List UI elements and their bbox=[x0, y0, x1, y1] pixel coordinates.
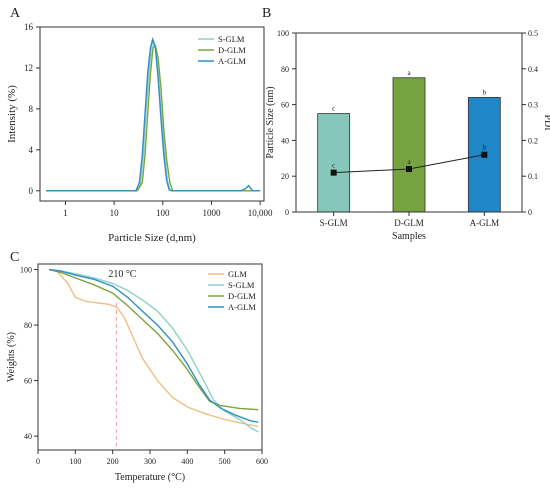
panel-b-pdi-letter: c bbox=[332, 162, 335, 170]
panel-c-series-line bbox=[49, 268, 259, 433]
panel-a-legend-label: A-GLM bbox=[218, 56, 246, 66]
panel-c-xtick-label: 600 bbox=[256, 457, 268, 466]
panel-c-xtick-label: 100 bbox=[69, 457, 81, 466]
panel-b-pdi-letter: b bbox=[483, 144, 487, 152]
panel-a-ytick-label: 4 bbox=[29, 145, 34, 155]
panel-a-xlabel: Particle Size (d,nm) bbox=[108, 232, 196, 244]
panel-c: C 0 100 200 300 400 500 600 40 60 80 100 Temperature… bbox=[6, 250, 268, 483]
panel-a-frame bbox=[39, 26, 265, 202]
panel-c-ytick-label: 40 bbox=[24, 432, 32, 441]
panel-c-series-line bbox=[49, 268, 259, 428]
panel-b-xlabel: Samples bbox=[392, 231, 426, 242]
panel-b-pdi-marker bbox=[406, 166, 412, 173]
panel-b-xtick-label: S-GLM bbox=[320, 218, 348, 228]
panel-a-ytick-label: 12 bbox=[24, 63, 33, 73]
panel-b-bar-letter: a bbox=[407, 69, 411, 77]
panel-b-bar bbox=[317, 113, 351, 213]
panel-b-ytick-label: 20 bbox=[281, 172, 289, 181]
panel-b-xtick-label: A-GLM bbox=[470, 218, 500, 228]
panel-a-ytick-label: 0 bbox=[29, 186, 34, 196]
panel-b-pdi-marker bbox=[330, 169, 337, 176]
panel-b-y2tick-label: 0.2 bbox=[528, 136, 538, 145]
panel-a-series-line bbox=[46, 44, 261, 192]
panel-b-letter: B bbox=[262, 6, 271, 21]
panel-a-series-line bbox=[46, 36, 261, 192]
panel-c-legend-label: A-GLM bbox=[228, 302, 256, 312]
panel-b-xtick-label: D-GLM bbox=[394, 218, 424, 228]
panel-c-xtick-label: 200 bbox=[107, 457, 119, 466]
panel-c-ytick-label: 100 bbox=[20, 266, 32, 275]
panel-b-bar-letter: b bbox=[483, 88, 487, 96]
panel-c-xlabel: Temperature (°C) bbox=[115, 472, 185, 483]
panel-c-series-line bbox=[49, 268, 259, 423]
panel-b-bar bbox=[392, 77, 426, 213]
panel-a-letter: A bbox=[10, 6, 21, 21]
panel-a-ylabel: Intensity (%) bbox=[6, 85, 18, 143]
panel-c-annotation-label: 210 °C bbox=[108, 269, 136, 280]
panel-b-bar-letter: c bbox=[332, 105, 335, 113]
panel-b-pdi-marker bbox=[481, 151, 488, 158]
panel-a-ytick-label: 8 bbox=[29, 104, 34, 114]
panel-c-xtick-label: 0 bbox=[36, 457, 40, 466]
panel-a-ytick-label: 16 bbox=[24, 22, 34, 32]
panel-b: Bc a b 0 20 40 60 80 100 0 0.1 0.2 0.3 0.4 0.5 S-GLM D-G… bbox=[262, 6, 550, 242]
panel-b-y2tick-label: 0 bbox=[528, 208, 532, 217]
panel-b-y2tick-label: 0.3 bbox=[528, 101, 538, 110]
panel-b-ytick-label: 60 bbox=[281, 101, 289, 110]
panel-c-xtick-label: 400 bbox=[181, 457, 193, 466]
panel-a-legend-label: D-GLM bbox=[218, 45, 246, 55]
panel-c-legend-label: S-GLM bbox=[228, 280, 255, 290]
panel-b-ytick-label: 0 bbox=[285, 208, 289, 217]
panel-a-xtick-label: 1000 bbox=[202, 208, 221, 218]
panel-a-xtick-label: 1 bbox=[63, 208, 68, 218]
panel-c-ytick-label: 80 bbox=[24, 321, 32, 330]
panel-a-xtick-label: 100 bbox=[156, 208, 170, 218]
panel-b-ytick-label: 100 bbox=[277, 29, 289, 38]
panel-c-letter: C bbox=[10, 250, 19, 265]
panel-c-series-line bbox=[49, 268, 259, 411]
panel-a-xtick-label: 10 bbox=[110, 208, 120, 218]
panel-b-pdi-letter: a bbox=[407, 158, 411, 166]
panel-a-legend-label: S-GLM bbox=[218, 34, 245, 44]
panel-b-ylabel: Particle Size (nm) bbox=[265, 86, 276, 158]
panel-b-bar bbox=[467, 97, 501, 213]
panel-a: A 1 10 100 1000 10,000 0 4 8 12 16 Particle Size (d… bbox=[6, 6, 273, 244]
panel-c-xtick-label: 500 bbox=[219, 457, 231, 466]
panel-c-xtick-label: 300 bbox=[144, 457, 156, 466]
panel-b-y2tick-label: 0.4 bbox=[528, 65, 538, 74]
panel-b-ytick-label: 40 bbox=[281, 136, 289, 145]
panel-a-xtick-label: 10,000 bbox=[248, 208, 273, 218]
panel-b-y2tick-label: 0.5 bbox=[528, 29, 538, 38]
panel-b-y2label: PDI bbox=[542, 114, 550, 130]
panel-c-ylabel: Weights (%) bbox=[6, 332, 17, 382]
panel-b-ytick-label: 80 bbox=[281, 65, 289, 74]
panel-c-legend-label: D-GLM bbox=[228, 291, 256, 301]
panel-c-ytick-label: 60 bbox=[24, 377, 32, 386]
panel-c-legend-label: GLM bbox=[228, 269, 247, 279]
panel-b-y2tick-label: 0.1 bbox=[528, 172, 538, 181]
